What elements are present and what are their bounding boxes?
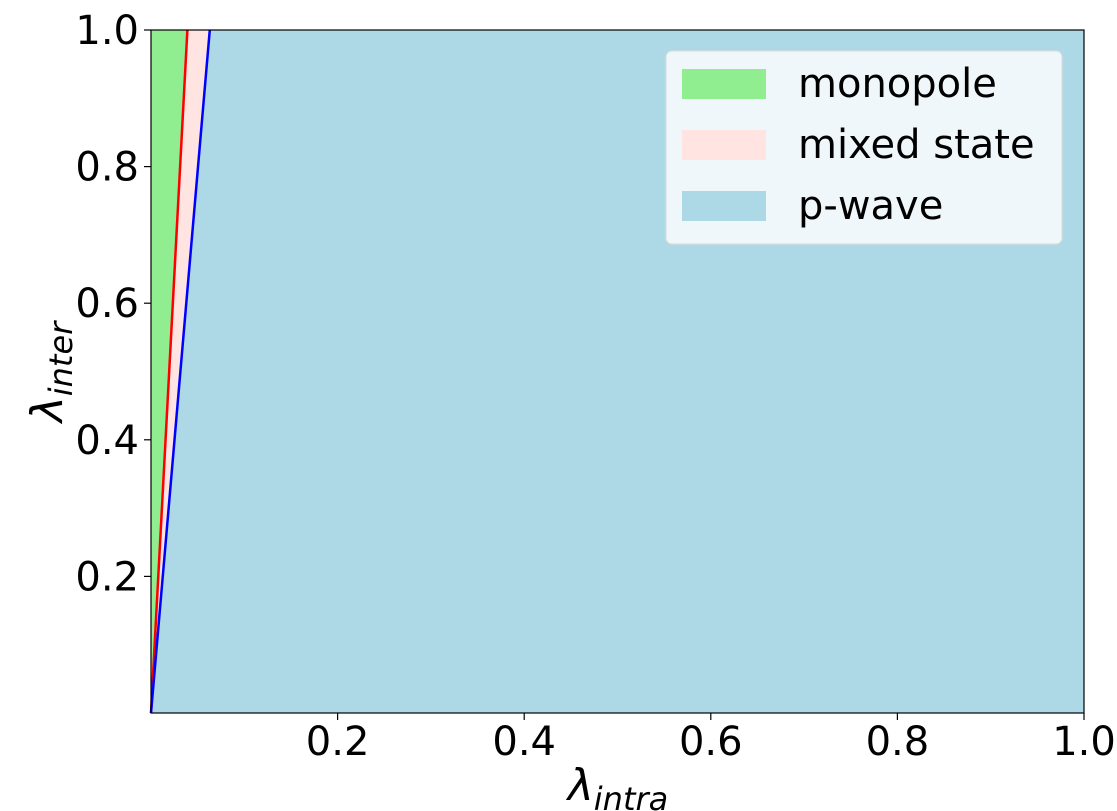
y-axis-label-base: λ [22, 396, 73, 424]
x-tick-label: 0.2 [306, 719, 370, 765]
y-tick-label: 0.4 [75, 418, 139, 464]
y-axis-ticks: 0.2 0.4 0.6 0.8 1.0 [75, 8, 151, 600]
y-axis-label-subscript: inter [42, 320, 80, 396]
plot-frame [150, 29, 1085, 714]
legend-label-mixed-state: mixed state [798, 122, 1035, 168]
legend-swatch-p-wave [682, 191, 766, 221]
x-tick-label: 1.0 [1052, 719, 1116, 765]
y-tick-label: 0.6 [75, 281, 139, 327]
x-axis-label-base: λ [566, 760, 594, 811]
legend-swatch-monopole [682, 69, 766, 99]
x-axis-label: λintra [566, 760, 669, 811]
y-axis-label: λinter [22, 320, 80, 424]
x-axis-label-subscript: intra [594, 780, 668, 811]
y-tick-label: 0.2 [75, 554, 139, 600]
y-tick-label: 1.0 [75, 8, 139, 54]
pwave-boundary-line [149, 29, 212, 714]
x-tick-label: 0.4 [492, 719, 556, 765]
legend-label-p-wave: p-wave [798, 183, 943, 229]
x-tick-label: 0.6 [679, 719, 743, 765]
monopole-boundary-line [149, 29, 189, 714]
legend: monopole mixed state p-wave [665, 50, 1063, 245]
legend-swatch-mixed-state [682, 130, 766, 160]
legend-label-monopole: monopole [798, 61, 997, 107]
x-axis-ticks: 0.2 0.4 0.6 0.8 1.0 [306, 713, 1116, 765]
y-tick-label: 0.8 [75, 145, 139, 191]
x-tick-label: 0.8 [866, 719, 930, 765]
